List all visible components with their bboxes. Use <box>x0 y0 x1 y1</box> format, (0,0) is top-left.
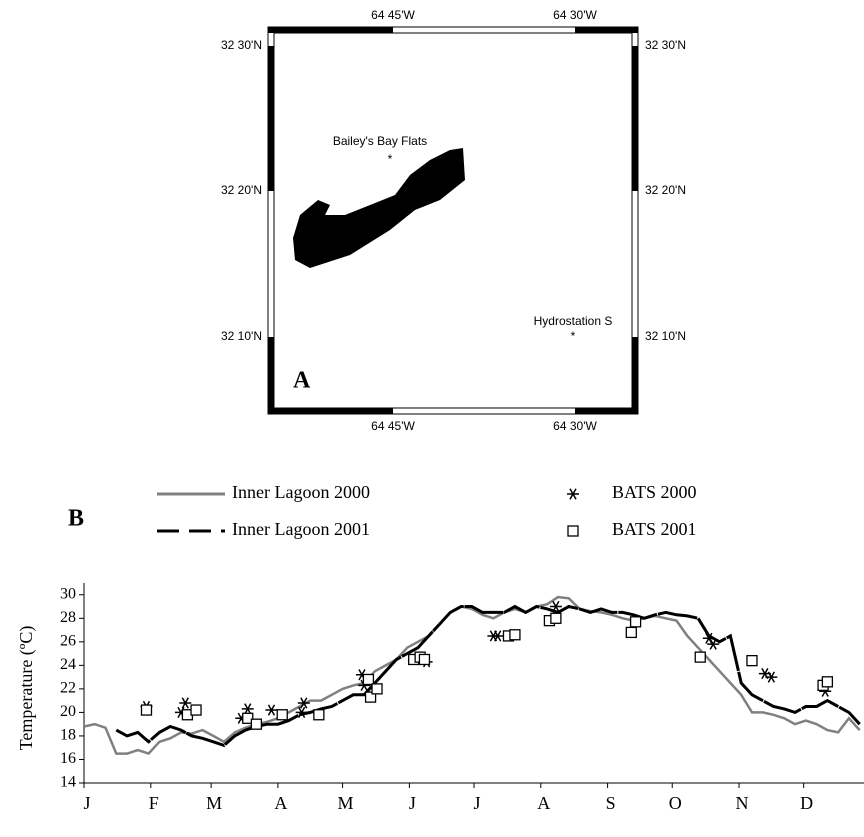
site-marker: * <box>388 152 393 166</box>
y-axis-title: Temperature (ºC) <box>16 626 37 751</box>
y-tick-label: 16 <box>60 750 76 767</box>
x-tick-label: J <box>409 793 416 813</box>
data-point <box>140 704 153 716</box>
data-point <box>241 703 254 715</box>
legend-symbol <box>567 525 579 537</box>
lon-label: 64 45'W <box>371 8 415 22</box>
data-point <box>179 697 192 709</box>
data-point <box>625 626 637 639</box>
legend-label: BATS 2001 <box>612 519 697 539</box>
x-tick-label: A <box>537 793 550 813</box>
lon-label: 64 30'W <box>553 419 597 433</box>
panel-label: B <box>68 506 84 532</box>
lat-label: 32 10'N <box>221 329 262 343</box>
data-point <box>190 704 202 716</box>
lat-label: 32 30'N <box>221 38 262 52</box>
data-point <box>265 704 278 716</box>
data-point <box>362 673 375 686</box>
x-tick-label: J <box>473 793 480 813</box>
data-point <box>371 683 383 695</box>
data-point <box>821 676 834 688</box>
data-point <box>549 600 562 613</box>
x-tick-label: N <box>736 793 749 813</box>
panel-label: A <box>293 368 311 394</box>
temperature-line <box>115 604 861 748</box>
data-point <box>295 706 308 719</box>
x-tick-label: M <box>206 793 222 813</box>
lat-label: 32 20'N <box>221 183 262 197</box>
data-point <box>702 632 715 644</box>
data-point <box>550 612 562 624</box>
lon-label: 64 30'W <box>553 8 597 22</box>
data-point <box>629 616 642 628</box>
y-tick-label: 28 <box>60 609 76 626</box>
legend-label: Inner Lagoon 2000 <box>232 482 370 502</box>
x-tick-label: D <box>800 793 813 813</box>
island <box>293 148 465 268</box>
site-label: Hydrostation S <box>534 314 613 328</box>
x-tick-label: O <box>669 793 682 813</box>
data-point <box>746 654 758 667</box>
x-tick-label: S <box>606 793 616 813</box>
data-point <box>765 671 778 683</box>
lat-label: 32 20'N <box>645 183 686 197</box>
data-point <box>509 629 521 641</box>
site-label: Bailey's Bay Flats <box>333 134 427 148</box>
site-marker: * <box>571 329 576 343</box>
data-point <box>313 709 325 721</box>
x-tick-label: M <box>338 793 354 813</box>
y-tick-label: 20 <box>60 703 76 720</box>
temperature-line <box>83 595 861 756</box>
legend-label: Inner Lagoon 2001 <box>232 519 370 539</box>
y-tick-label: 30 <box>60 585 76 602</box>
legend-symbol <box>567 488 579 500</box>
data-point <box>418 653 431 666</box>
map-panel: * * Bailey's Bay Flats Hydrostation S A … <box>221 8 686 433</box>
data-point <box>250 718 263 730</box>
data-point <box>276 709 288 721</box>
data-point <box>707 638 720 650</box>
data-point <box>694 651 706 663</box>
y-tick-label: 18 <box>60 727 76 744</box>
lat-label: 32 30'N <box>645 38 686 52</box>
y-tick-label: 14 <box>60 774 76 791</box>
x-tick-label: A <box>274 793 287 813</box>
data-point <box>491 630 504 642</box>
y-tick-label: 22 <box>60 680 76 697</box>
data-point <box>364 691 377 703</box>
x-tick-label: J <box>83 793 90 813</box>
data-point <box>297 697 310 709</box>
lon-label: 64 45'W <box>371 419 415 433</box>
x-tick-label: F <box>149 793 159 813</box>
data-point <box>242 712 254 724</box>
lat-label: 32 10'N <box>645 329 686 343</box>
y-tick-label: 26 <box>60 632 76 649</box>
legend-label: BATS 2000 <box>612 482 697 502</box>
map-border <box>268 27 638 414</box>
y-tick-label: 24 <box>60 656 76 673</box>
